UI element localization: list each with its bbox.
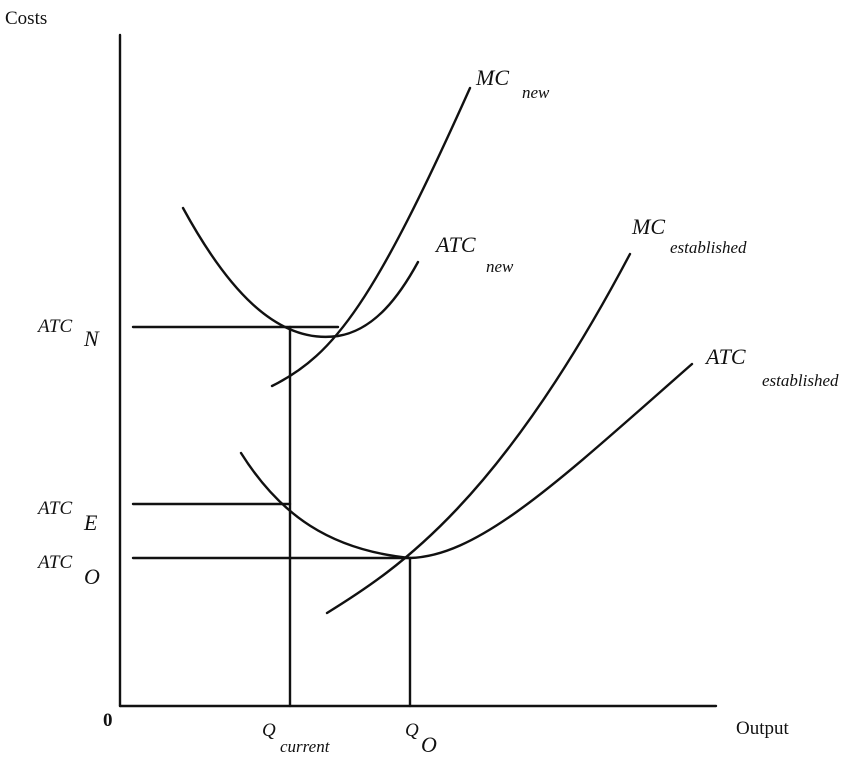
q-o-label: Q — [405, 720, 419, 741]
mc-new-label: MC — [475, 65, 509, 90]
q-current-label: Q — [262, 720, 276, 741]
mc-new-label-sub: new — [522, 83, 550, 102]
origin-label: 0 — [103, 710, 113, 731]
atc-o-label: ATC — [36, 552, 72, 573]
atc-new-curve — [181, 206, 420, 339]
atc-o-label-sub: O — [84, 564, 100, 589]
mc-new-curve — [270, 86, 472, 388]
atc-established-curve — [239, 362, 694, 560]
x-axis-label: Output — [736, 718, 790, 739]
atc-e-label-sub: E — [83, 510, 98, 535]
y-axis-label: Costs — [5, 8, 47, 29]
mc-established-curve — [325, 252, 632, 615]
atc-e-label: ATC — [36, 498, 72, 519]
mc-established-label-sub: established — [670, 238, 747, 257]
atc-established-label: ATC — [704, 344, 746, 369]
atc-new-label-sub: new — [486, 257, 514, 276]
atc-n-label-sub: N — [83, 326, 100, 351]
mc-established-label: MC — [631, 214, 665, 239]
q-o-label-sub: O — [421, 732, 437, 757]
q-current-label-sub: current — [280, 737, 331, 756]
atc-new-label: ATC — [434, 232, 476, 257]
atc-n-label: ATC — [36, 316, 72, 337]
atc-established-label-sub: established — [762, 371, 839, 390]
